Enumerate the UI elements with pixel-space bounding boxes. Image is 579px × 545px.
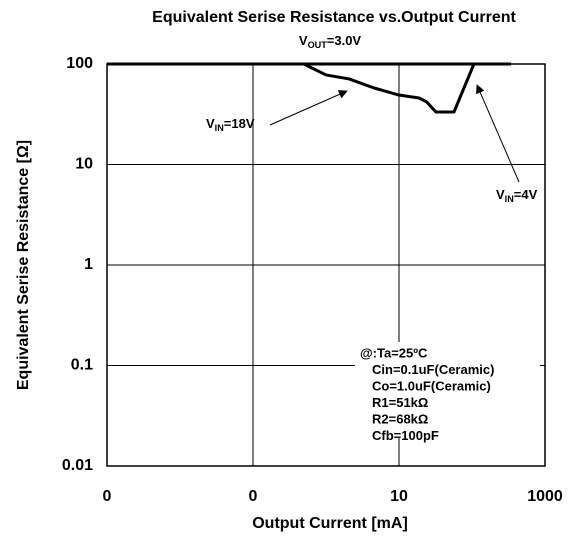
- text-part: =4V: [514, 187, 538, 202]
- annotation: VIN=4V: [496, 187, 538, 204]
- annotation: VOUT=3.0V: [299, 33, 362, 50]
- condition-text: Cfb=100pF: [372, 428, 439, 443]
- x-tick-label: 10: [390, 488, 408, 505]
- y-tick-label: 10: [75, 156, 93, 173]
- conditions-box: [355, 342, 540, 438]
- x-axis-label: Output Current [mA]: [252, 515, 408, 532]
- text-part: V: [206, 116, 215, 131]
- text-part: V: [299, 33, 308, 48]
- series-line: [107, 62, 476, 114]
- y-tick-label: 1: [84, 256, 93, 273]
- condition-text: R1=51kΩ: [372, 395, 428, 410]
- condition-text: Co=1.0uF(Ceramic): [372, 378, 491, 393]
- x-tick-label: 0: [103, 488, 112, 505]
- y-axis-label: Equivalent Serise Resistance [Ω]: [15, 140, 32, 390]
- condition-text: @:Ta=25ºC: [360, 345, 428, 360]
- chart-title: Equivalent Serise Resistance vs.Output C…: [152, 9, 516, 26]
- condition-text: Cin=0.1uF(Ceramic): [372, 362, 494, 377]
- y-tick-label: 0.1: [71, 357, 93, 374]
- y-tick-label: 0.01: [62, 457, 93, 474]
- text-sub: IN: [215, 123, 224, 133]
- arrow: [269, 90, 348, 126]
- text-sub: OUT: [308, 40, 328, 50]
- text-part: =3.0V: [327, 33, 362, 48]
- condition-text: R2=68kΩ: [372, 411, 428, 426]
- text-part: V: [496, 187, 505, 202]
- text-sub: IN: [505, 194, 514, 204]
- x-tick-label: 1000: [527, 488, 563, 505]
- x-tick-label: 0: [249, 488, 258, 505]
- annotation: VIN=18V: [206, 116, 255, 133]
- text-part: =18V: [224, 116, 255, 131]
- arrow: [476, 84, 520, 183]
- y-tick-label: 100: [66, 55, 93, 72]
